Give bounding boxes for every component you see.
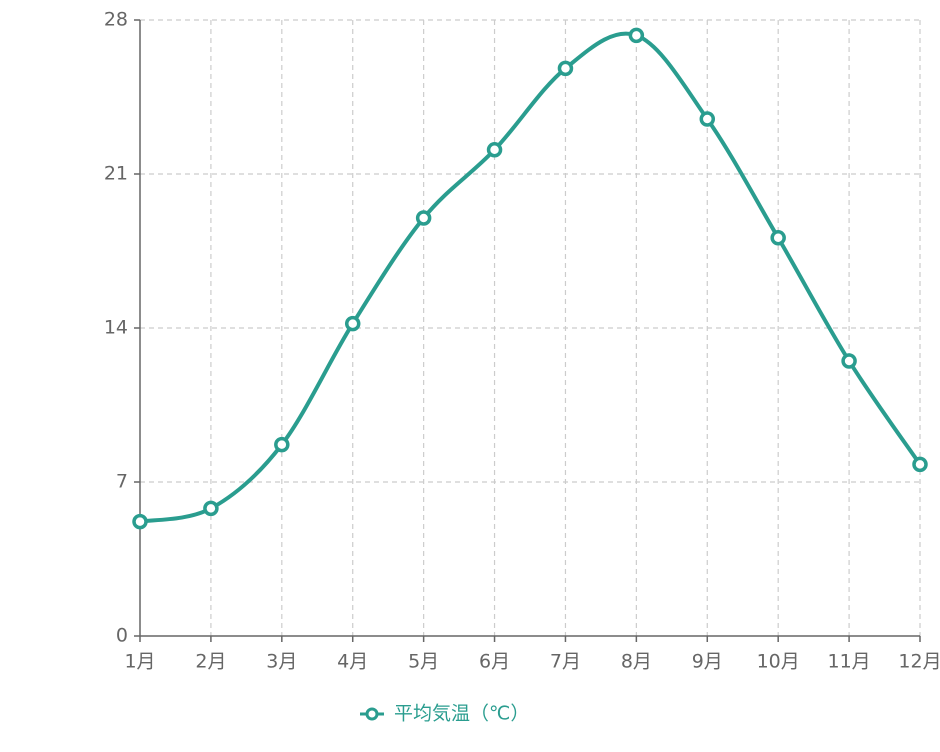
point	[912, 456, 928, 473]
point	[841, 353, 857, 369]
x-tick-label: 12月	[898, 651, 940, 673]
x-tick-label: 7月	[550, 651, 581, 673]
x-tick-label: 2月	[195, 651, 226, 673]
x-tick-label: 6月	[479, 651, 510, 673]
point	[415, 210, 432, 226]
point	[132, 513, 148, 530]
legend-label[interactable]: 平均気温（℃）	[394, 703, 529, 725]
point	[699, 111, 716, 127]
point	[344, 315, 361, 332]
y-tick-label: 28	[104, 9, 128, 31]
legend-marker	[365, 707, 379, 721]
point	[203, 500, 219, 517]
point	[770, 230, 786, 246]
x-tick-label: 1月	[124, 651, 155, 673]
y-tick-label: 7	[116, 471, 128, 493]
x-tick-label: 4月	[337, 651, 368, 673]
point	[274, 436, 290, 453]
series-line	[139, 31, 922, 524]
x-tick-label: 5月	[408, 651, 439, 673]
x-tick-label: 3月	[266, 651, 297, 673]
y-tick-label: 21	[104, 163, 128, 185]
point	[557, 60, 574, 77]
y-tick-label: 14	[104, 317, 128, 339]
x-tick-label: 10月	[757, 651, 800, 673]
point	[486, 142, 503, 158]
x-tick-label: 9月	[692, 651, 723, 673]
x-tick-label: 11月	[827, 651, 870, 673]
x-tick-label: 8月	[621, 651, 652, 673]
point	[628, 27, 645, 44]
y-tick-label: 0	[116, 625, 128, 647]
